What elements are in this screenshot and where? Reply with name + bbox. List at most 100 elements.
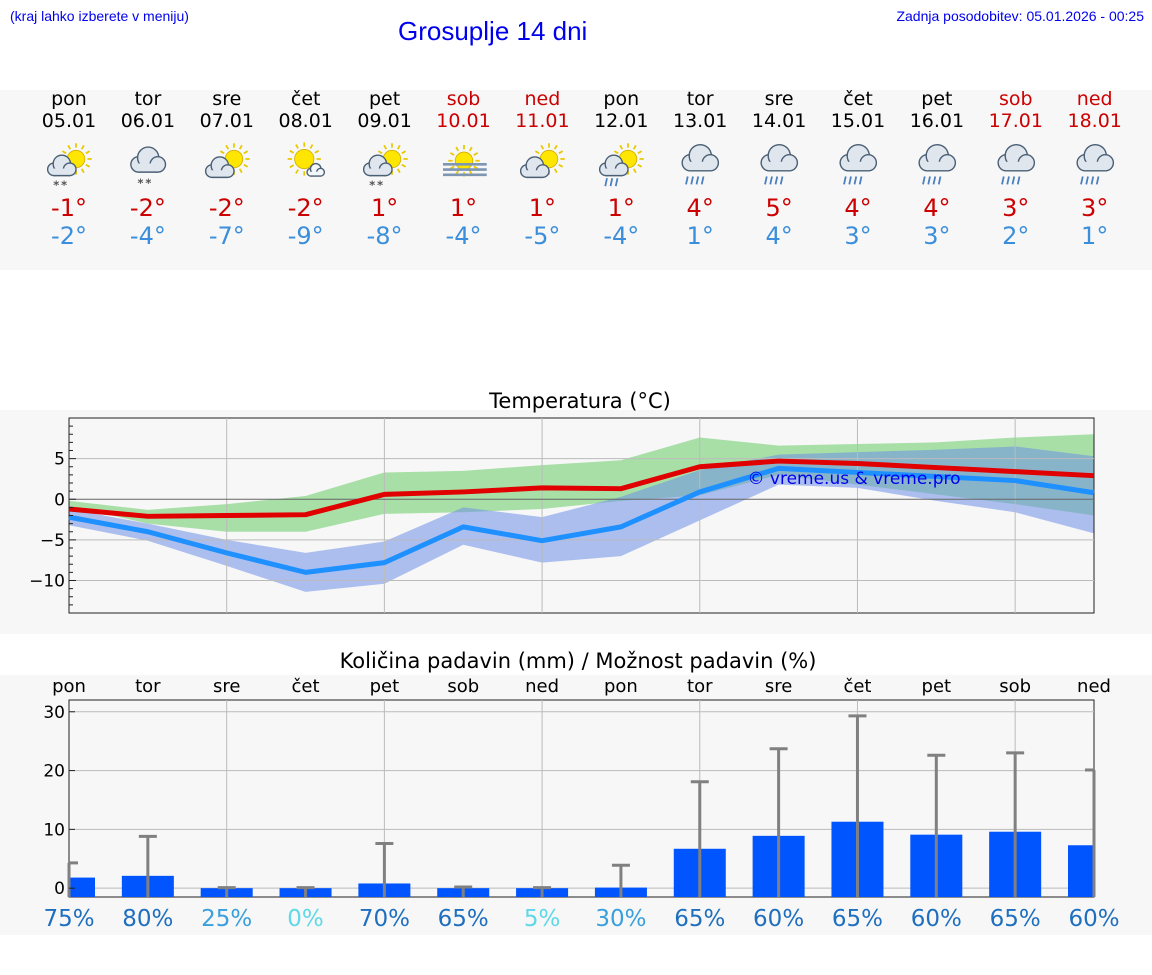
precip-probability: 5%	[524, 906, 561, 932]
day-column: tor 13.01 4° 1°	[660, 88, 740, 250]
precip-day-label: pon	[604, 676, 638, 697]
day-date: 12.01	[594, 110, 649, 132]
day-name: sre	[764, 88, 794, 110]
temp-max: -2°	[287, 194, 324, 222]
day-date: 07.01	[199, 110, 254, 132]
day-name: tor	[686, 88, 714, 110]
day-date: 17.01	[988, 110, 1043, 132]
temp-min: 3°	[844, 222, 872, 250]
partly-sunny-snow-icon: * *	[46, 143, 92, 192]
temp-max: -2°	[129, 194, 166, 222]
temp-min: 1°	[1081, 222, 1109, 250]
y-tick-label: 0	[54, 490, 65, 510]
svg-text:*: *	[53, 178, 59, 192]
cloud-rain-icon	[997, 143, 1035, 185]
svg-text:*: *	[369, 178, 375, 192]
partly-sunny-rain-icon	[599, 143, 645, 187]
svg-text:*: *	[137, 176, 143, 190]
day-column: sre 07.01 -2° -7°	[187, 88, 267, 250]
temp-min: 4°	[765, 222, 793, 250]
temp-min: -4°	[129, 222, 166, 250]
temp-min: -4°	[603, 222, 640, 250]
y-tick-label: 0	[54, 879, 65, 899]
min-temp-line	[68, 465, 1095, 575]
day-column: pet 09.01 * * 1° -8°	[345, 88, 425, 250]
partly-sunny-snow-icon: * *	[362, 143, 408, 192]
precip-day-label: tor	[135, 676, 161, 697]
precip-day-label: pet	[922, 676, 952, 697]
location-hint: (kraj lahko izberete v meniju)	[10, 8, 189, 24]
day-name: sre	[212, 88, 242, 110]
temp-min: -4°	[445, 222, 482, 250]
precip-probability: 60%	[1068, 906, 1119, 932]
day-name: ned	[1076, 88, 1113, 110]
temp-min: -8°	[366, 222, 403, 250]
precip-probability: 65%	[990, 906, 1041, 932]
day-name: tor	[134, 88, 162, 110]
day-name: sob	[999, 88, 1033, 110]
temp-max: 1°	[528, 194, 557, 222]
day-column: pet 16.01 4° 3°	[897, 88, 977, 250]
precip-probability: 75%	[43, 906, 94, 932]
sunny-small-cloud-icon	[287, 142, 325, 177]
temperature-chart-title: Temperatura (°C)	[488, 389, 671, 413]
day-name: pon	[603, 88, 640, 110]
y-tick-label: 10	[43, 820, 65, 840]
cloud-rain-icon	[918, 143, 956, 185]
temp-max: 4°	[844, 194, 872, 222]
day-name: čet	[290, 88, 321, 110]
temp-min: 1°	[686, 222, 714, 250]
cloud-rain-icon	[760, 143, 799, 185]
y-tick-label: 20	[43, 762, 65, 782]
precip-day-label: sre	[213, 676, 240, 697]
page-title: Grosuplje 14 dni	[398, 16, 588, 46]
day-date: 14.01	[751, 110, 807, 132]
partly-sunny-icon	[204, 143, 250, 179]
partly-sunny-icon	[520, 143, 566, 179]
precip-day-label: pon	[52, 676, 86, 697]
temp-max: 1°	[607, 194, 635, 222]
temp-max: 3°	[1081, 194, 1109, 222]
y-tick-label: −10	[29, 572, 65, 592]
day-date: 13.01	[672, 110, 728, 132]
day-date: 06.01	[120, 110, 176, 132]
forecast-panel	[0, 90, 1152, 270]
temp-max: 1°	[449, 194, 478, 222]
temp-min: -7°	[208, 222, 245, 250]
temp-max: -1°	[51, 194, 87, 222]
temp-min: -9°	[287, 222, 324, 250]
precip-day-label: tor	[687, 676, 713, 697]
precip-day-label: sob	[447, 676, 479, 697]
precip-day-label: sre	[765, 676, 792, 697]
y-tick-label: −5	[40, 531, 65, 551]
temp-max: 5°	[765, 194, 793, 222]
day-name: pet	[368, 88, 401, 110]
svg-text:*: *	[145, 176, 151, 190]
day-date: 09.01	[357, 110, 412, 132]
day-date: 11.01	[515, 110, 570, 132]
temperature-chart: Temperatura (°C) 5 0 −5 −10 © vreme.us & vr…	[29, 389, 1095, 614]
day-name: ned	[524, 88, 561, 110]
precip-probability: 65%	[438, 906, 489, 932]
y-tick-label: 5	[54, 450, 65, 470]
day-column: ned 18.01 3° 1°	[1055, 88, 1135, 250]
precipitation-chart: Količina padavin (mm) / Možnost padavin …	[43, 649, 1119, 932]
temp-max: 4°	[923, 194, 951, 222]
day-column: sob 17.01 3° 2°	[976, 88, 1056, 250]
sun-fog-icon	[442, 145, 487, 177]
day-column: čet 15.01 4° 3°	[818, 88, 898, 250]
precip-day-label: čet	[843, 676, 871, 697]
cloudy-snow-icon: * *	[130, 146, 167, 190]
svg-text:*: *	[377, 178, 383, 192]
day-column: pon 12.01 1° -4°	[581, 88, 661, 250]
temp-min: -2°	[51, 222, 87, 250]
precip-probability: 25%	[201, 906, 252, 932]
watermark: © vreme.us & vreme.pro	[747, 469, 960, 489]
precip-bar	[1068, 845, 1094, 897]
day-column: ned 11.01 1° -5°	[502, 88, 582, 250]
precipitation-chart-title: Količina padavin (mm) / Možnost padavin …	[340, 649, 817, 673]
precip-probability: 0%	[287, 906, 324, 932]
precip-probability: 65%	[832, 906, 883, 932]
y-tick-label: 30	[43, 703, 65, 723]
day-date: 08.01	[278, 110, 333, 132]
